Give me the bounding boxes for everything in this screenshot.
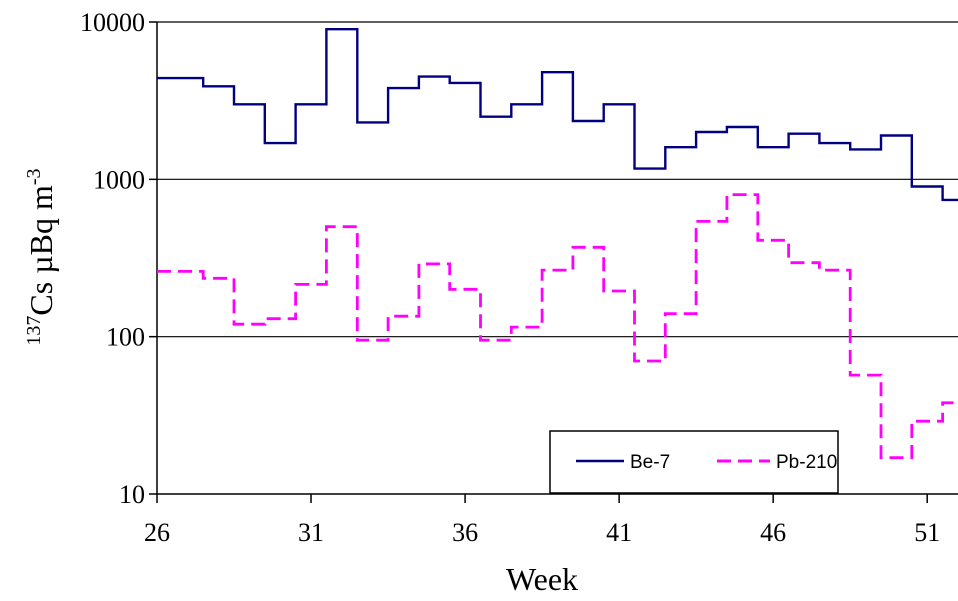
- series-layer: [157, 28, 958, 460]
- series-line-pb210: [157, 193, 958, 460]
- legend-label-be7: Be-7: [630, 452, 670, 473]
- x-tick-label: 26: [144, 518, 170, 547]
- y-tick-label: 1000: [93, 165, 145, 194]
- gridlines: [157, 21, 958, 338]
- y-axis-title-pre: 137: [23, 316, 45, 346]
- x-axis-title: Week: [506, 561, 578, 597]
- x-tick-label: 41: [606, 518, 632, 547]
- legend-label-pb210: Pb-210: [776, 452, 837, 473]
- x-tick-label: 51: [914, 518, 940, 547]
- axes: [149, 21, 958, 503]
- x-tick-label: 36: [452, 518, 478, 547]
- y-tick-label: 100: [106, 323, 145, 352]
- x-tick-label: 46: [760, 518, 786, 547]
- y-axis-title-sup: -3: [23, 168, 45, 185]
- tick-labels: 10 100 1000 10000 26 31 36 41 46 51: [80, 8, 940, 547]
- series-line-be7: [157, 28, 958, 202]
- y-tick-label: 10000: [80, 8, 145, 37]
- x-tick-label: 31: [298, 518, 324, 547]
- legend: Be-7 Pb-210: [549, 430, 839, 494]
- y-tick-label: 10: [119, 480, 145, 509]
- y-axis-title-main: Cs µBq m: [23, 185, 59, 316]
- y-axis-title: 137Cs µBq m-3: [23, 168, 59, 345]
